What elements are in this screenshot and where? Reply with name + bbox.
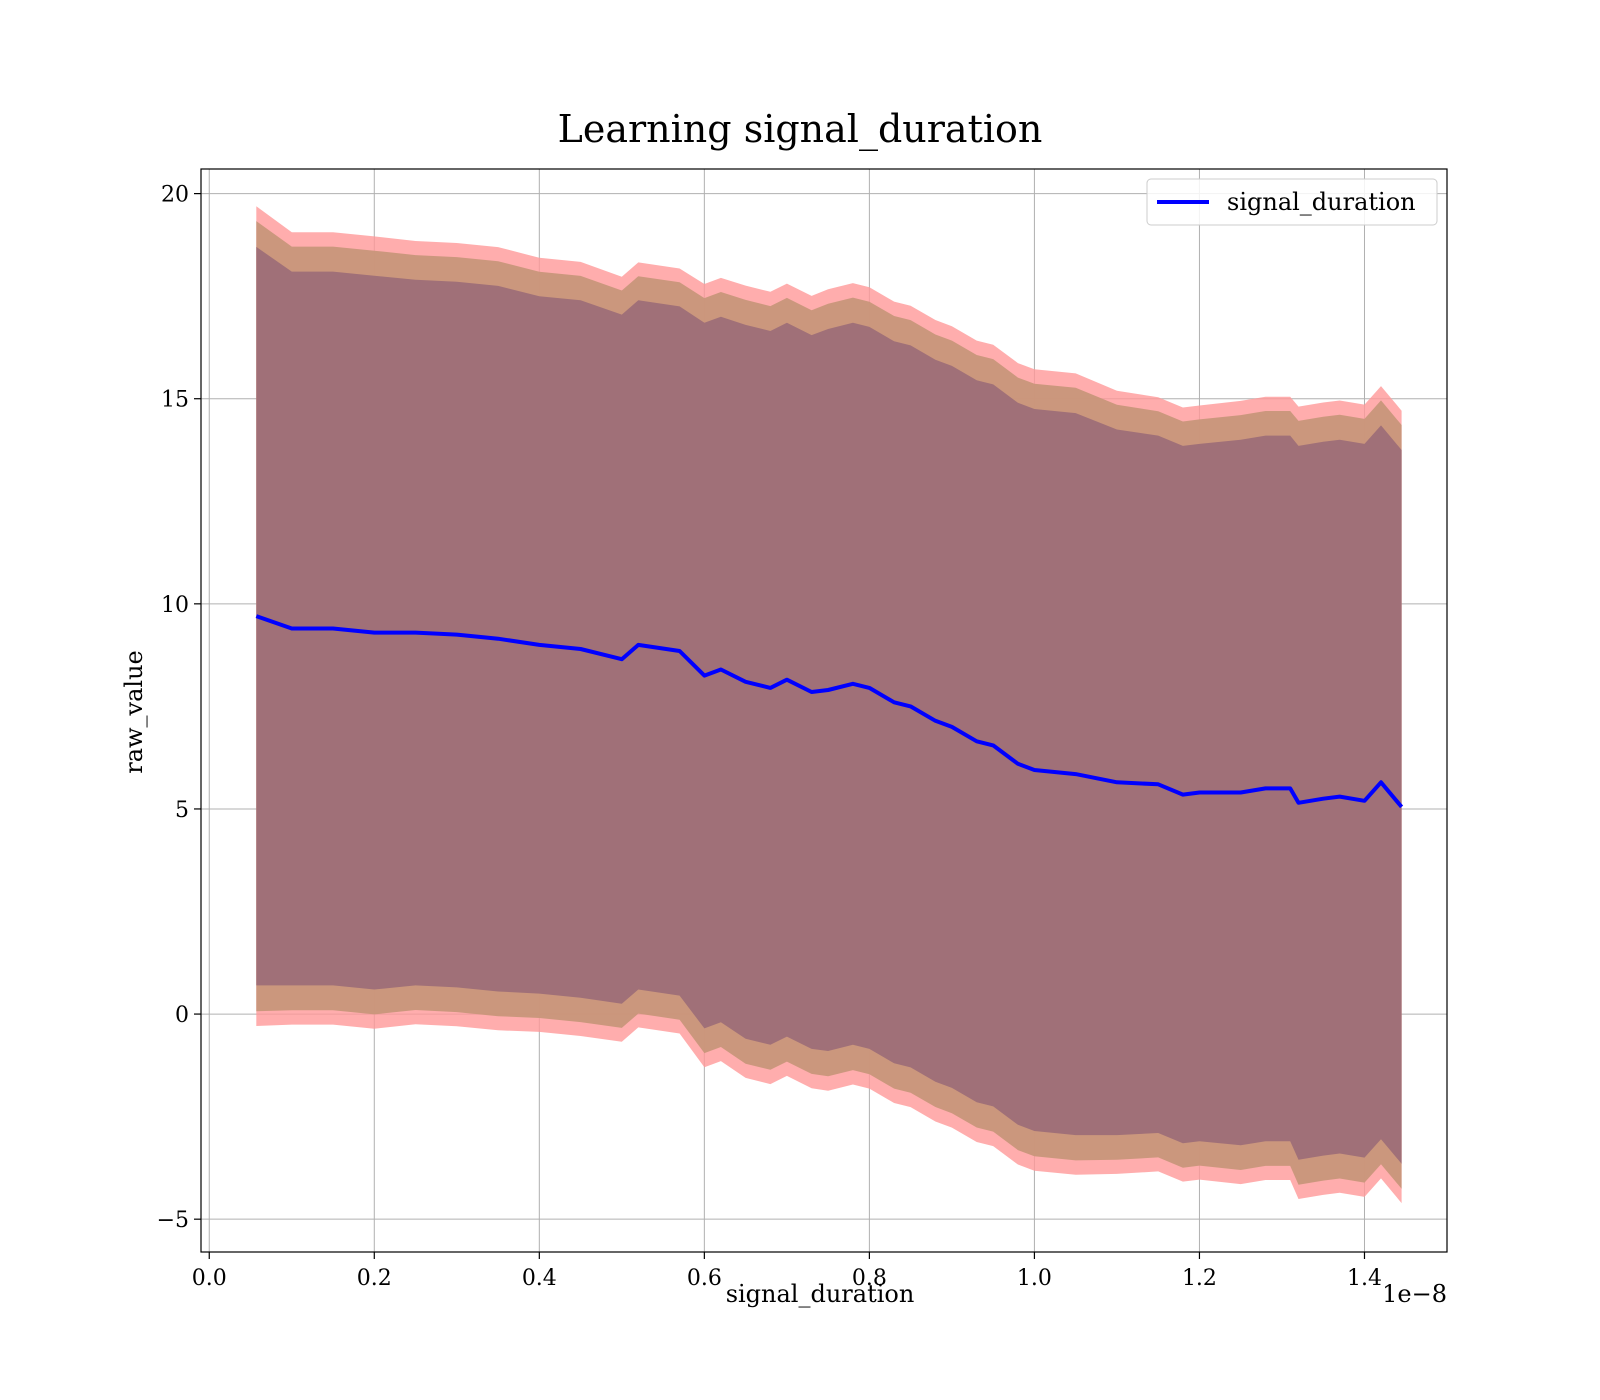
y-tick-label: −5 [157, 1208, 189, 1233]
y-tick-label: 15 [161, 388, 189, 413]
x-tick-label: 0.6 [687, 1266, 722, 1291]
legend-box [1146, 178, 1438, 226]
x-tick-label: 0.4 [522, 1266, 557, 1291]
y-tick-label: 0 [175, 1003, 189, 1028]
x-tick-label: 1.4 [1347, 1266, 1382, 1291]
x-axis-label: signal_duration [726, 1280, 915, 1308]
y-axis-label: raw_value [120, 650, 148, 774]
y-tick-label: 5 [175, 798, 189, 823]
x-tick-label: 1.2 [1182, 1266, 1217, 1291]
chart-title: Learning signal_duration [558, 107, 1043, 152]
band-inner [256, 246, 1402, 1164]
series-lines [255, 614, 1404, 809]
legend: signal_duration [1146, 178, 1438, 226]
x-tick-label: 0.0 [192, 1266, 227, 1291]
x-axis-offset-label: 1e−8 [1382, 1280, 1447, 1308]
series-line [255, 614, 1404, 809]
x-tick-label: 0.8 [852, 1266, 887, 1291]
y-tick-label: 10 [161, 593, 189, 618]
confidence-bands [256, 206, 1402, 1204]
y-tick-label: 20 [161, 183, 189, 208]
x-tick-label: 0.2 [357, 1266, 392, 1291]
y-axis-ticks: −5 0 5 10 15 20 [157, 183, 201, 1233]
x-tick-label: 1.0 [1017, 1266, 1052, 1291]
legend-label: signal_duration [1227, 188, 1416, 216]
x-axis-ticks: 0.0 0.2 0.4 0.6 0.8 1.0 1.2 1.4 [192, 1252, 1382, 1291]
plot-frame [200, 168, 1448, 1253]
